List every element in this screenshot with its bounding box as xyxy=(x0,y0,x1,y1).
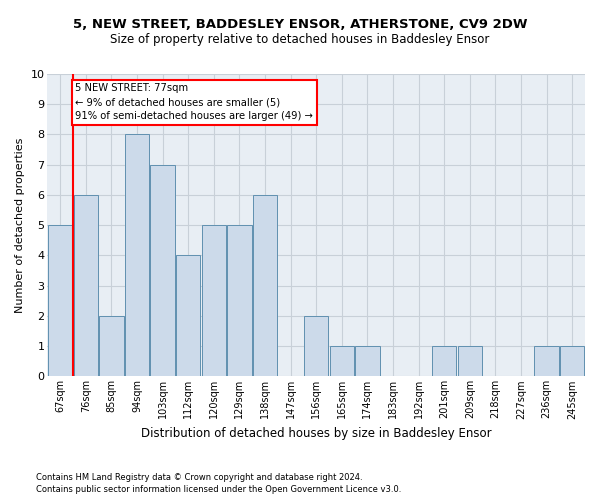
Bar xyxy=(458,346,482,376)
Bar xyxy=(304,316,328,376)
Bar xyxy=(253,195,277,376)
Text: 5 NEW STREET: 77sqm
← 9% of detached houses are smaller (5)
91% of semi-detached: 5 NEW STREET: 77sqm ← 9% of detached hou… xyxy=(76,83,313,121)
Bar xyxy=(202,225,226,376)
Bar xyxy=(125,134,149,376)
Bar xyxy=(227,225,251,376)
Bar xyxy=(176,256,200,376)
Bar xyxy=(432,346,457,376)
Y-axis label: Number of detached properties: Number of detached properties xyxy=(15,138,25,313)
Bar xyxy=(560,346,584,376)
Text: Contains HM Land Registry data © Crown copyright and database right 2024.: Contains HM Land Registry data © Crown c… xyxy=(36,472,362,482)
X-axis label: Distribution of detached houses by size in Baddesley Ensor: Distribution of detached houses by size … xyxy=(141,427,491,440)
Bar xyxy=(329,346,354,376)
Bar xyxy=(535,346,559,376)
Text: Contains public sector information licensed under the Open Government Licence v3: Contains public sector information licen… xyxy=(36,485,401,494)
Bar xyxy=(48,225,72,376)
Bar xyxy=(74,195,98,376)
Text: 5, NEW STREET, BADDESLEY ENSOR, ATHERSTONE, CV9 2DW: 5, NEW STREET, BADDESLEY ENSOR, ATHERSTO… xyxy=(73,18,527,30)
Bar xyxy=(99,316,124,376)
Text: Size of property relative to detached houses in Baddesley Ensor: Size of property relative to detached ho… xyxy=(110,32,490,46)
Bar xyxy=(355,346,380,376)
Bar xyxy=(151,164,175,376)
